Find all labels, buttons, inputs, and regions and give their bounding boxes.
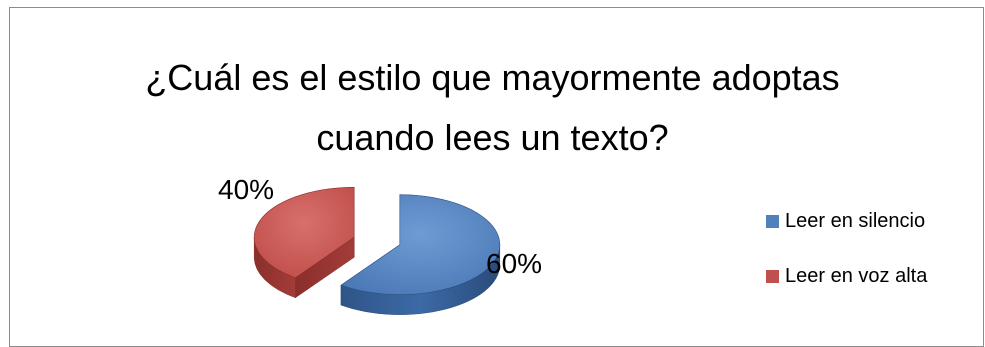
legend: Leer en silencio Leer en voz alta [766, 207, 927, 317]
legend-item-leer-en-voz-alta: Leer en voz alta [766, 262, 927, 290]
legend-swatch-red [766, 269, 779, 283]
legend-swatch-blue [766, 214, 779, 228]
chart-frame [9, 7, 984, 347]
chart-title-line-1: ¿Cuál es el estilo que mayormente adopta… [145, 57, 840, 98]
chart-title: ¿Cuál es el estilo que mayormente adopta… [0, 48, 985, 168]
chart-title-line-2: cuando lees un texto? [316, 117, 669, 158]
legend-item-leer-en-silencio: Leer en silencio [766, 207, 927, 235]
pie-slice-leer-en-voz-alta [253, 186, 355, 299]
legend-label: Leer en voz alta [785, 264, 928, 287]
pie-slice-leer-en-silencio [340, 194, 501, 315]
data-label-leer-en-voz-alta: 40% [218, 174, 275, 205]
data-label-leer-en-silencio: 60% [486, 248, 543, 279]
legend-label: Leer en silencio [785, 209, 926, 232]
